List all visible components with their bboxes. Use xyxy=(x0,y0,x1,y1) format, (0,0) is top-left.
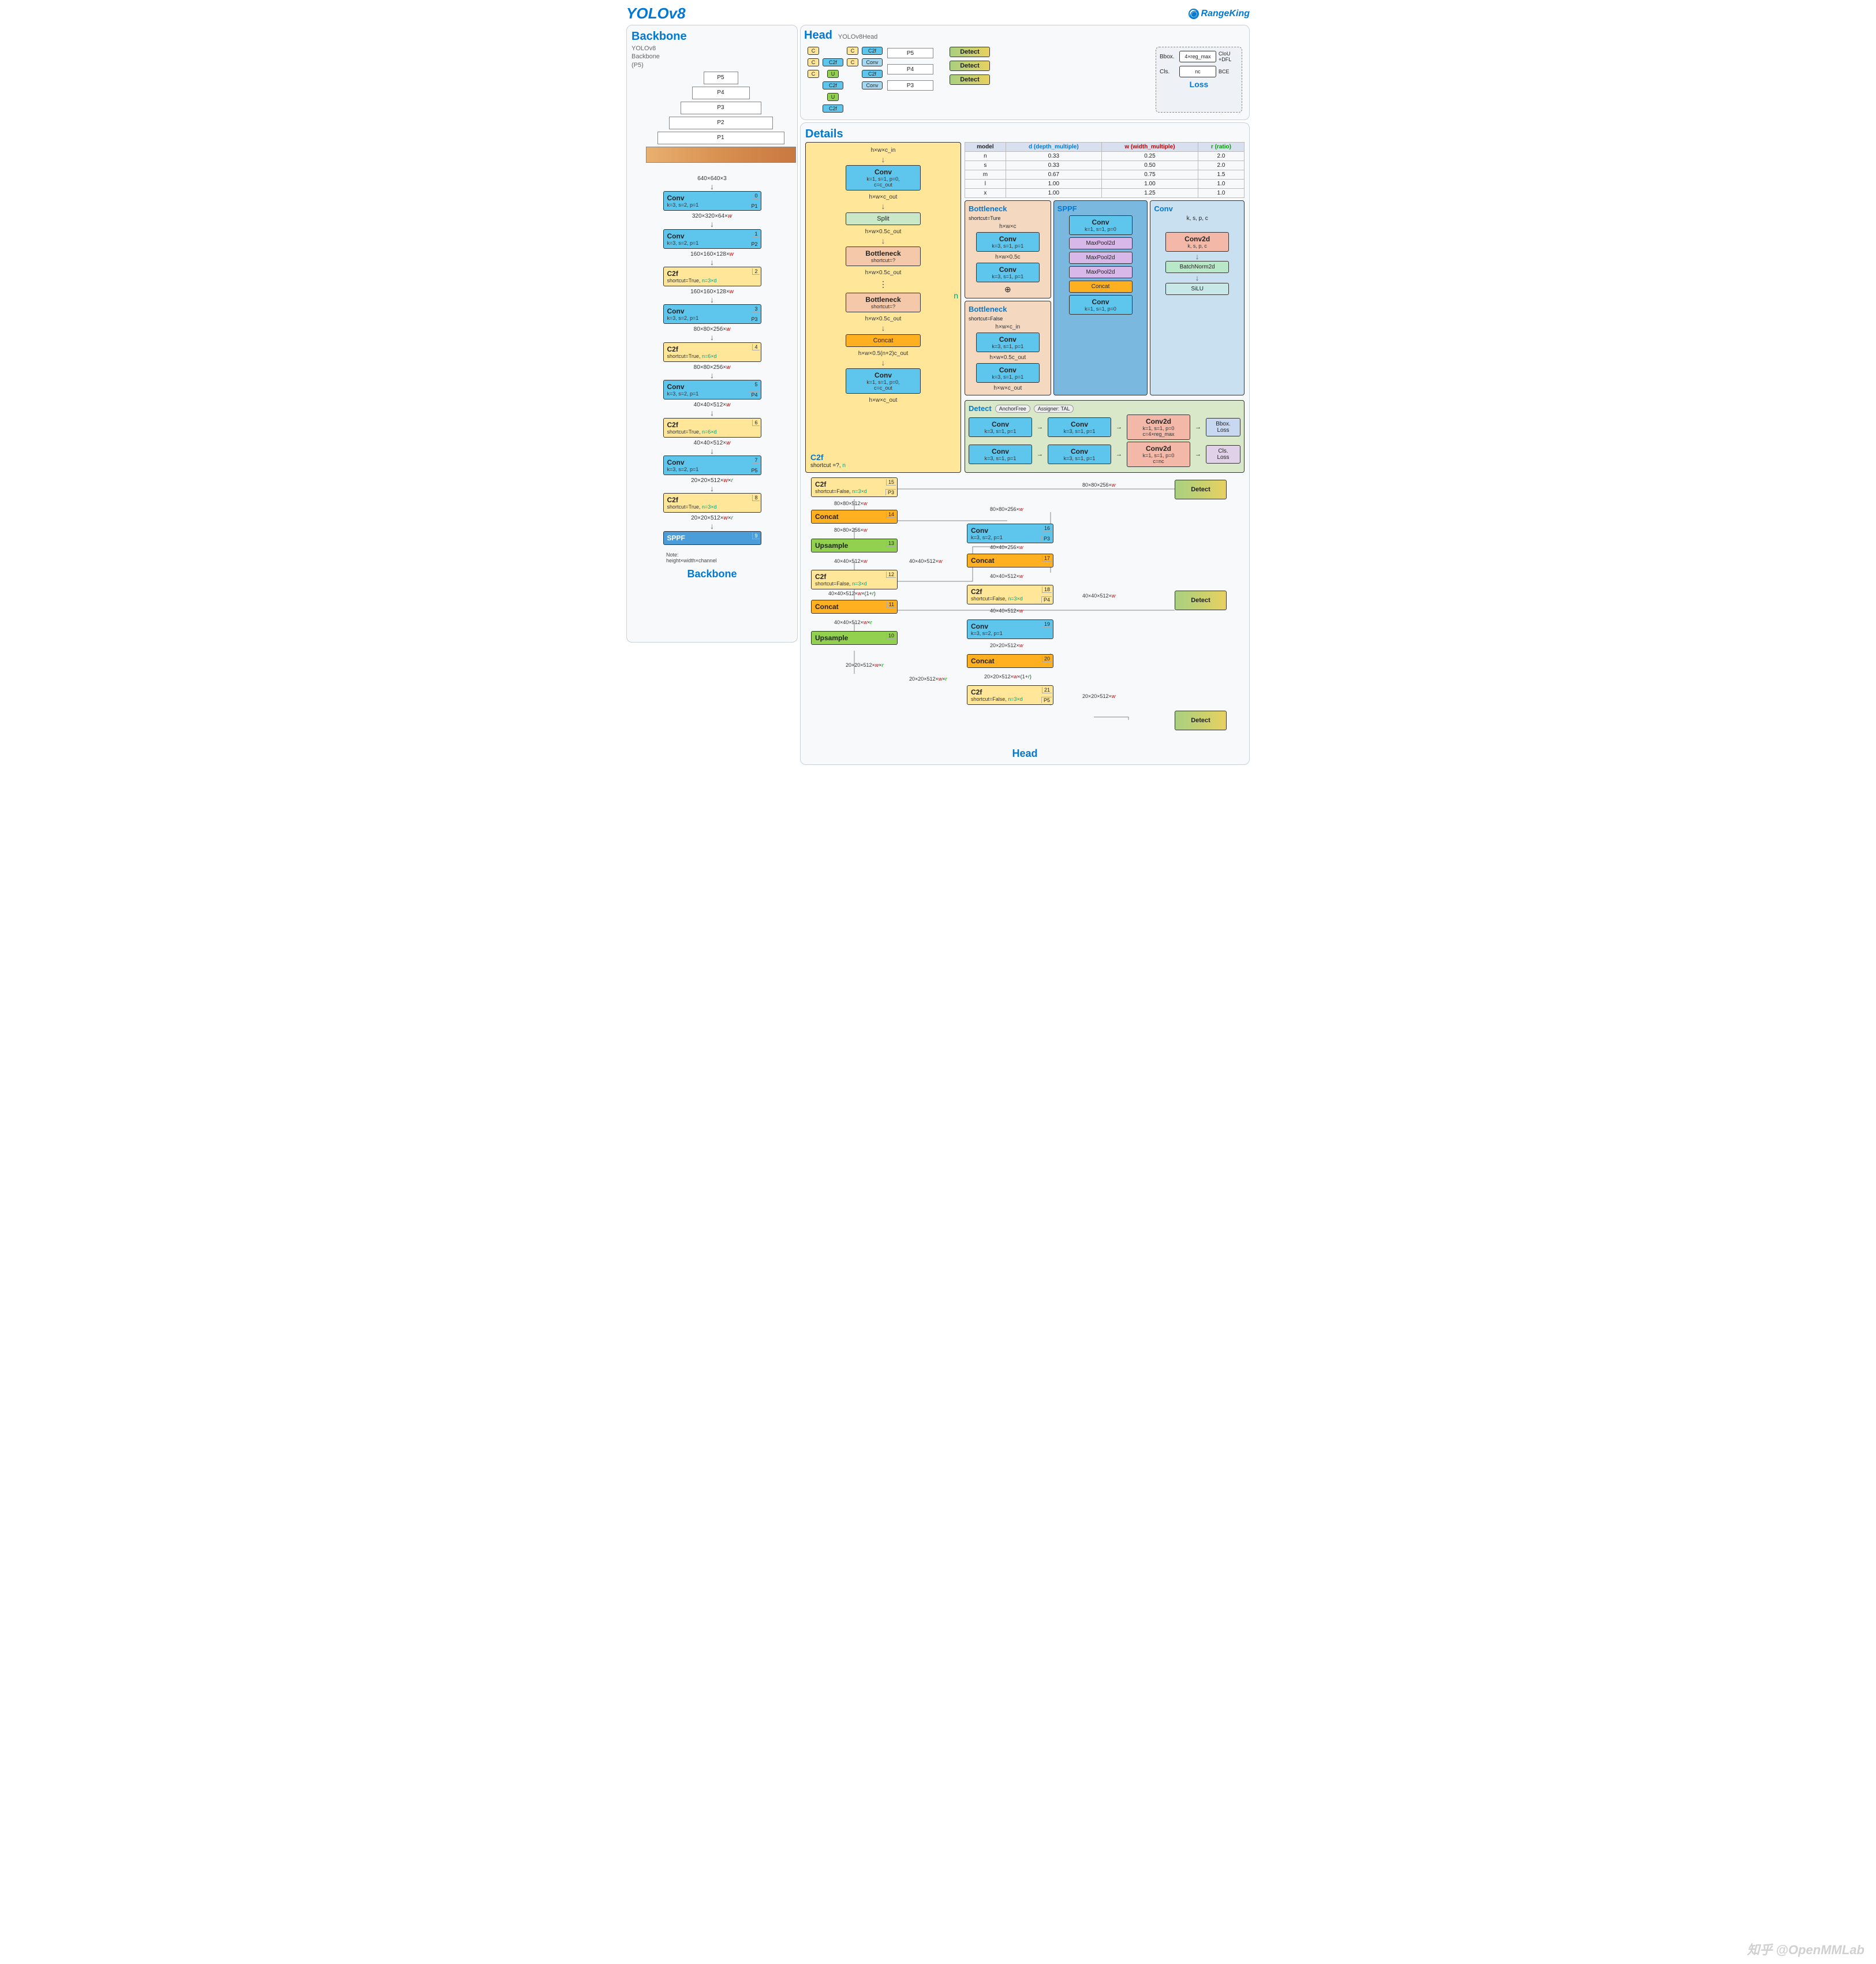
flow-b21: C2fshortcut=False, n=3×d21P5 xyxy=(967,685,1053,705)
input-image xyxy=(646,147,796,163)
fpn-diagram: CCC C2fUC2fUC2f CC C2fConvC2fConv P5 P4 … xyxy=(808,47,1151,113)
github-icon: ◉ xyxy=(1189,9,1199,19)
flow-b16: Convk=3, s=2, p=116P3 xyxy=(967,524,1053,543)
pyr-p4: P4 xyxy=(692,87,750,99)
bottleneck-true: Bottleneck shortcut=Ture h×w×c Convk=3, … xyxy=(965,200,1051,298)
bbox-loss-box: Bbox. Loss xyxy=(1206,418,1240,436)
c2f-title: C2f xyxy=(810,453,824,462)
c2f-bn1: Bottleneckshortcut=? xyxy=(846,247,921,266)
c2f-conv1: Convk=1, s=1, p=0, c=c_out xyxy=(846,165,921,191)
pyramid: P5 P4 P3 P2 P1 xyxy=(649,72,793,170)
loss-box: Bbox. 4×reg_max CIoU +DFL Cls. nc BCE Lo… xyxy=(1156,47,1242,113)
head-panel: Head YOLOv8Head CCC C2fUC2fUC2f CC C2fCo… xyxy=(800,25,1250,120)
flow-b19: Convk=3, s=2, p=119 xyxy=(967,619,1053,639)
pyr-p2: P2 xyxy=(669,117,773,129)
badge-assigner: Assigner: TAL xyxy=(1034,405,1074,413)
head-label: Head xyxy=(805,748,1245,760)
bb-block-7: Convk=3, s=2, p=17P5 xyxy=(663,455,761,475)
backbone-stack: 640×640×3↓Convk=3, s=2, p=10P1320×320×64… xyxy=(631,176,793,545)
c2f-n: n xyxy=(954,291,958,300)
flow-b18: C2fshortcut=False, n=3×d18P4 xyxy=(967,585,1053,604)
backbone-header: Backbone xyxy=(631,30,793,43)
flow-b12: C2fshortcut=False, n=3×d12 xyxy=(811,570,898,589)
backbone-sub: YOLOv8 Backbone (P5) xyxy=(631,44,793,69)
flow-detect: Detect xyxy=(1175,591,1227,610)
loss-label: Loss xyxy=(1160,80,1238,89)
flow-detect: Detect xyxy=(1175,480,1227,499)
pyr-p5: P5 xyxy=(704,72,738,84)
detect-mini: Detect xyxy=(950,47,990,57)
badge-anchorfree: AnchorFree xyxy=(995,405,1030,413)
bb-block-3: Convk=3, s=2, p=13P3 xyxy=(663,304,761,324)
c2f-concat: Concat xyxy=(846,334,921,347)
slab-p3: P3 xyxy=(887,80,933,91)
page-title: YOLOv8 xyxy=(626,5,686,23)
mini-c2f: C2f xyxy=(823,58,843,66)
scale-table: modeld (depth_multiple)w (width_multiple… xyxy=(965,142,1245,198)
sppf-detail: SPPF Convk=1, s=1, p=0 MaxPool2d MaxPool… xyxy=(1053,200,1148,395)
bb-block-6: C2fshortcut=True, n=6×d6 xyxy=(663,418,761,438)
note: Note: height×width×channel xyxy=(666,552,793,563)
bb-block-5: Convk=3, s=2, p=15P4 xyxy=(663,380,761,399)
bbox-val: 4×reg_max xyxy=(1179,51,1216,62)
flow-b11: Concat11 xyxy=(811,600,898,614)
bb-block-1: Convk=3, s=2, p=11P2 xyxy=(663,229,761,249)
slab-p4: P4 xyxy=(887,64,933,74)
flow-b13: Upsample13 xyxy=(811,539,898,552)
flow-b17: Concat17 xyxy=(967,554,1053,567)
bb-block-0: Convk=3, s=2, p=10P1 xyxy=(663,191,761,211)
backbone-panel: Backbone YOLOv8 Backbone (P5) P5 P4 P3 P… xyxy=(626,25,798,643)
c2f-bn2: Bottleneckshortcut=? xyxy=(846,293,921,312)
flow-diagram: C2fshortcut=False, n=3×d15P380×80×512×wC… xyxy=(805,477,1245,743)
c2f-split: Split xyxy=(846,212,921,225)
watermark: 知乎 @OpenMMLab xyxy=(1747,1940,1864,1958)
details-panel: Details h×w×c_in ↓ Convk=1, s=1, p=0, c=… xyxy=(800,122,1250,765)
mini-c: C xyxy=(808,47,819,55)
cls-loss: BCE xyxy=(1219,69,1238,74)
conv-detail: Conv k, s, p, c Conv2dk, s, p, c ↓ Batch… xyxy=(1150,200,1245,395)
flow-detect: Detect xyxy=(1175,711,1227,730)
cls-label: Cls. xyxy=(1160,69,1177,75)
bb-block-2: C2fshortcut=True, n=3×d2 xyxy=(663,267,761,286)
bb-block-9: SPPF9 xyxy=(663,531,761,545)
mini-u: U xyxy=(827,70,839,78)
bbox-loss: CIoU +DFL xyxy=(1219,51,1238,62)
slab-p5: P5 xyxy=(887,48,933,58)
bottleneck-false: Bottleneck shortcut=False h×w×c_in Convk… xyxy=(965,301,1051,395)
author: ◉RangeKing xyxy=(1189,9,1250,19)
bb-block-4: C2fshortcut=True, n=6×d4 xyxy=(663,342,761,362)
head-sub: YOLOv8Head xyxy=(838,33,877,41)
cls-loss-box: Cls. Loss xyxy=(1206,445,1240,464)
flow-b10: Upsample10 xyxy=(811,631,898,645)
cls-val: nc xyxy=(1179,66,1216,77)
flow-b20: Concat20 xyxy=(967,654,1053,668)
pyr-p3: P3 xyxy=(681,102,761,114)
c2f-detail: h×w×c_in ↓ Convk=1, s=1, p=0, c=c_out h×… xyxy=(805,142,961,473)
bbox-label: Bbox. xyxy=(1160,54,1177,60)
details-header: Details xyxy=(805,128,1245,141)
flow-b15: C2fshortcut=False, n=3×d15P3 xyxy=(811,477,898,497)
detect-detail: Detect AnchorFree Assigner: TAL Convk=3,… xyxy=(965,400,1245,473)
backbone-label: Backbone xyxy=(631,568,793,580)
pyr-p1: P1 xyxy=(657,132,784,144)
c2f-in-dim: h×w×c_in xyxy=(871,147,896,154)
mini-conv: Conv xyxy=(862,58,883,66)
bb-block-8: C2fshortcut=True, n=3×d8 xyxy=(663,493,761,513)
flow-b14: Concat14 xyxy=(811,510,898,524)
c2f-conv2: Convk=1, s=1, p=0, c=c_out xyxy=(846,368,921,394)
head-header: Head xyxy=(804,29,832,42)
